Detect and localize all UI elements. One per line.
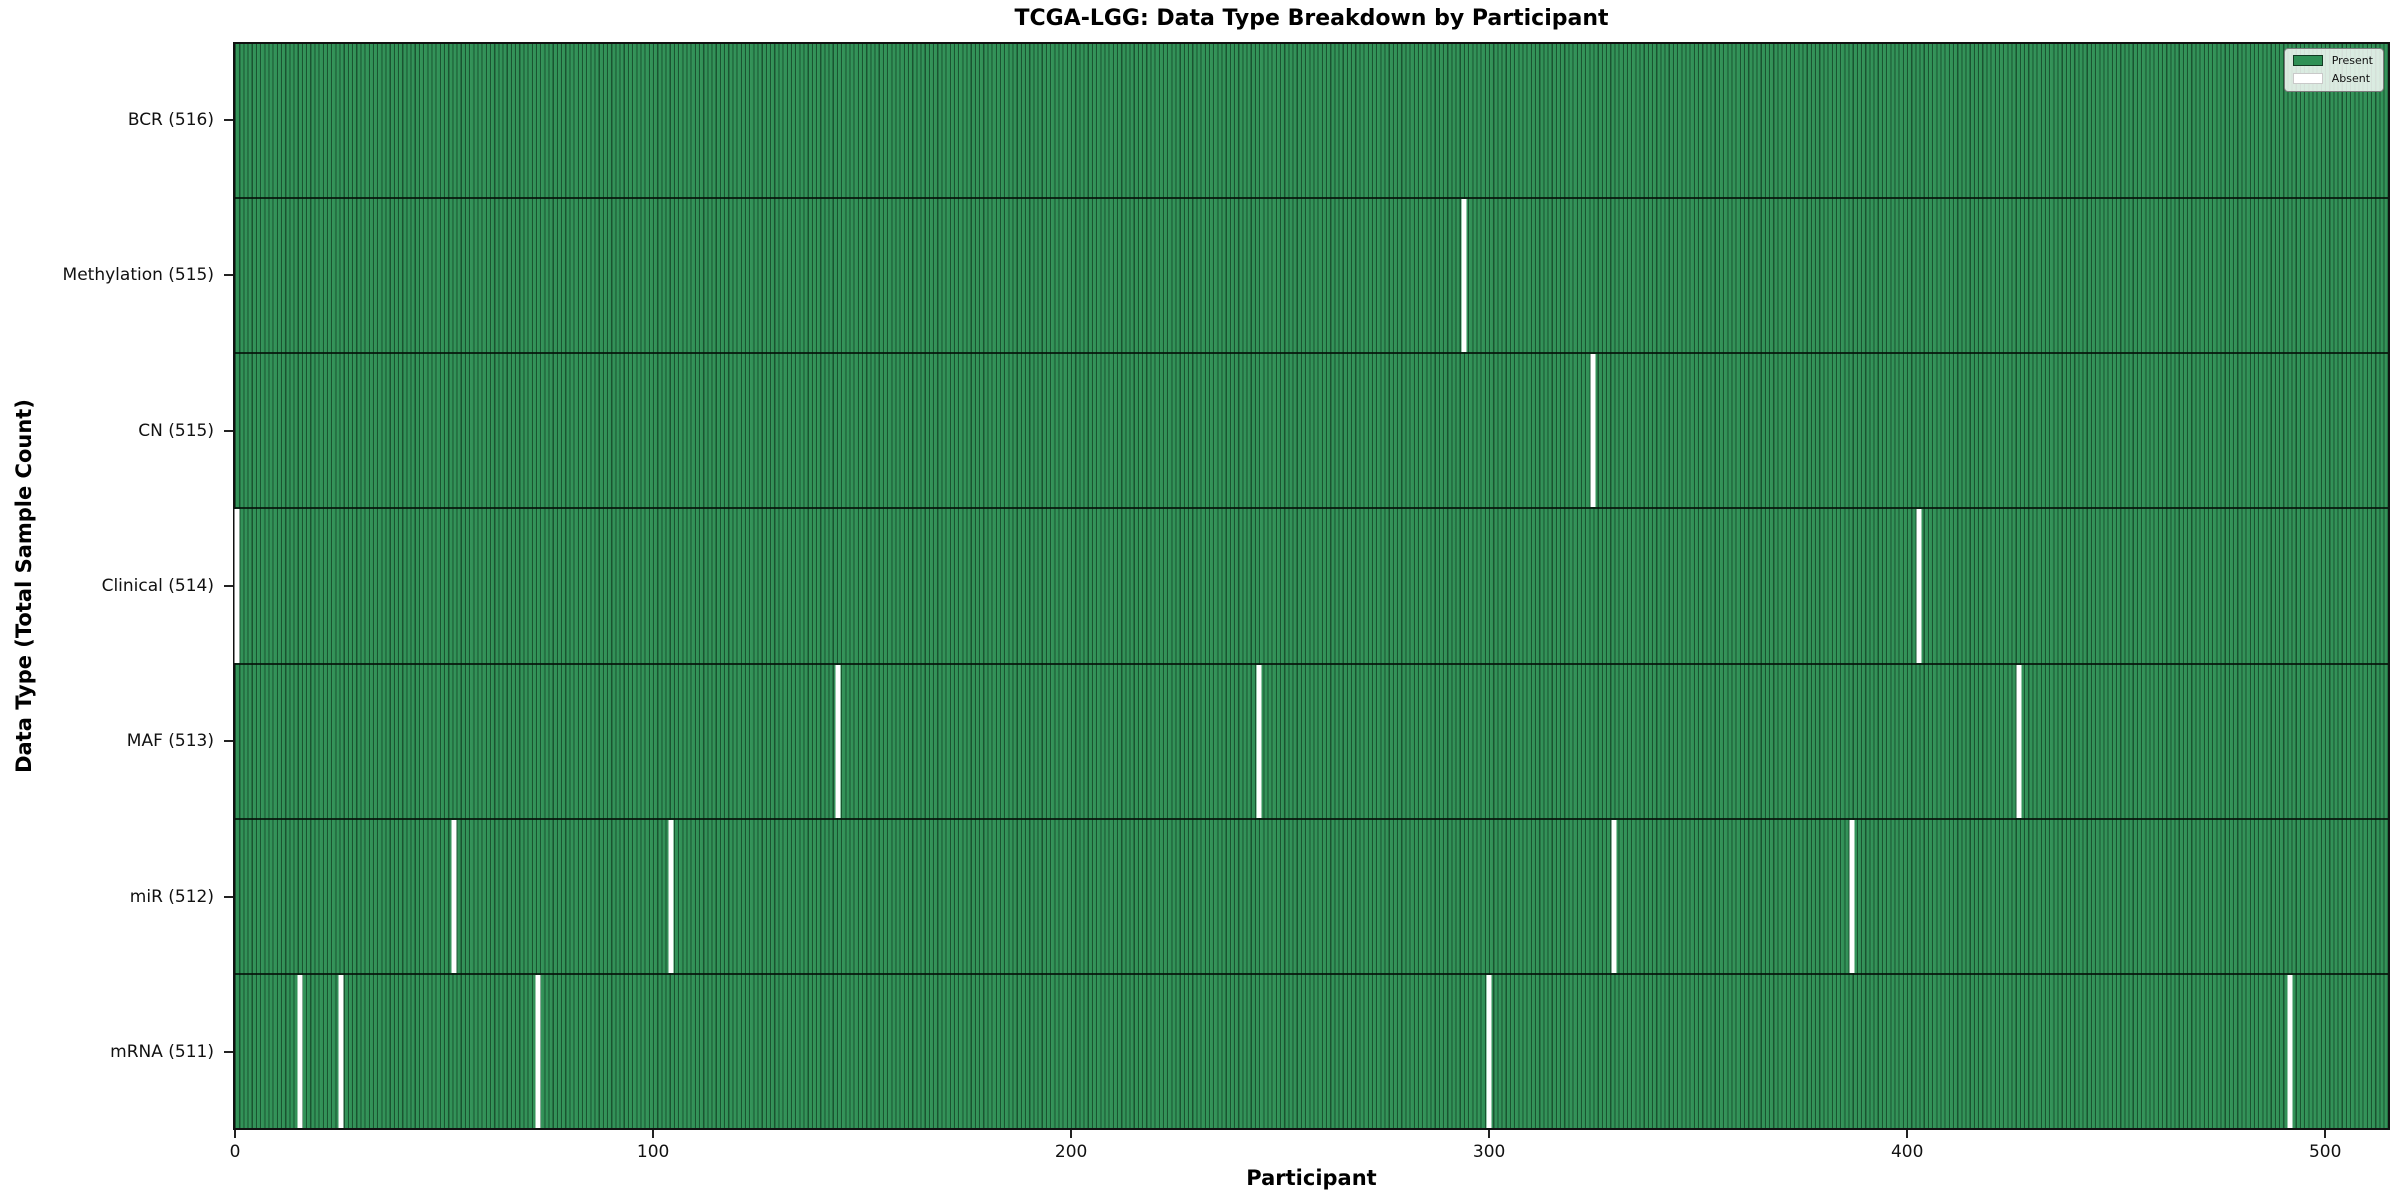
absent-gap	[338, 974, 344, 1128]
legend-entry-absent: Absent	[2292, 72, 2373, 85]
y-tick-label: mRNA (511)	[110, 1042, 214, 1063]
y-tick-mark	[224, 585, 233, 587]
absent-gap	[1590, 354, 1596, 508]
y-tick-mark	[224, 429, 233, 432]
y-tick-mark	[224, 1051, 233, 1054]
x-tick-label: 200	[1054, 1142, 1088, 1162]
rows-container	[234, 44, 2388, 1128]
x-tick-label: 500	[2308, 1142, 2342, 1162]
legend-entry-present: Present	[2292, 54, 2373, 67]
absent-gap	[668, 819, 674, 973]
y-tick-label: CN (515)	[138, 420, 214, 441]
legend: Present Absent	[2283, 48, 2384, 92]
legend-label-absent: Absent	[2331, 72, 2371, 85]
row-CN	[235, 352, 2388, 508]
absent-swatch-icon	[2292, 73, 2323, 84]
absent-gap	[1916, 509, 1922, 663]
y-tick-label: Clinical (514)	[101, 576, 214, 596]
y-tick-mark	[224, 118, 233, 121]
plot-area: Present Absent	[233, 42, 2390, 1130]
y-tick-label: Methylation (515)	[62, 265, 214, 286]
chart-title: TCGA-LGG: Data Type Breakdown by Partici…	[1014, 6, 1609, 31]
y-tick-label: miR (512)	[129, 886, 214, 907]
absent-gap	[1849, 819, 1855, 973]
absent-gap	[1461, 199, 1467, 353]
absent-gap	[835, 664, 841, 818]
absent-gap	[535, 974, 540, 1128]
x-tick-label: 300	[1472, 1142, 1506, 1162]
row-BCR	[235, 44, 2388, 198]
y-tick-mark	[224, 895, 233, 898]
row-MAF	[235, 662, 2388, 818]
absent-gap	[2016, 664, 2022, 818]
absent-gap	[451, 819, 457, 973]
absent-gap	[1486, 974, 1492, 1128]
x-tick-mark	[2324, 1130, 2327, 1138]
y-tick-mark	[224, 274, 233, 277]
x-axis-title: Participant	[1246, 1166, 1377, 1190]
legend-label-present: Present	[2331, 54, 2373, 67]
row-miR	[235, 817, 2388, 973]
absent-gap	[1256, 664, 1262, 818]
row-mRNA	[235, 972, 2388, 1128]
x-tick-label: 400	[1890, 1142, 1924, 1162]
y-tick-mark	[224, 740, 233, 743]
row-Methylation	[235, 197, 2388, 353]
y-tick-label: BCR (516)	[127, 109, 214, 130]
x-tick-mark	[1070, 1130, 1073, 1138]
x-tick-mark	[1488, 1130, 1491, 1138]
absent-gap	[234, 509, 240, 663]
x-tick-label: 100	[636, 1142, 670, 1162]
y-tick-label: MAF (513)	[126, 731, 214, 752]
absent-gap	[2287, 974, 2293, 1128]
row-Clinical	[234, 507, 2388, 663]
present-swatch-icon	[2292, 55, 2323, 66]
x-tick-mark	[652, 1130, 655, 1138]
x-tick-label: 0	[229, 1142, 241, 1162]
absent-gap	[1611, 819, 1617, 973]
absent-gap	[297, 974, 303, 1128]
x-tick-mark	[234, 1130, 237, 1138]
x-tick-mark	[1906, 1130, 1909, 1138]
